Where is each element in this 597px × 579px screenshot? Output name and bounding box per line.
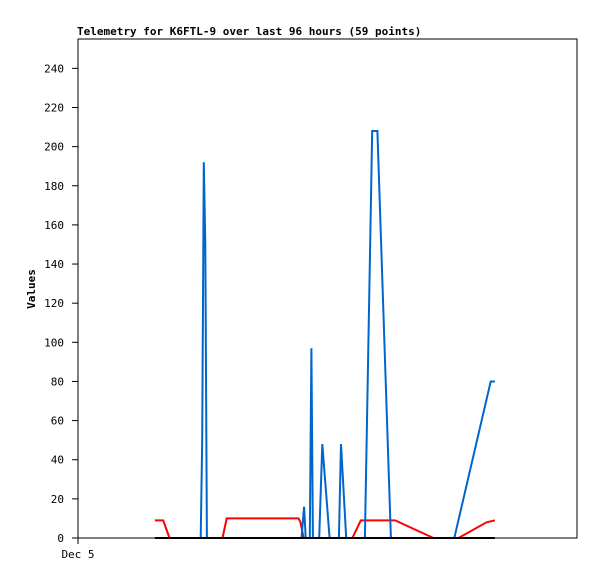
y-tick-label: 20 bbox=[51, 493, 64, 506]
chart-title: Telemetry for K6FTL-9 over last 96 hours… bbox=[77, 25, 421, 38]
y-tick-label: 60 bbox=[51, 415, 64, 428]
x-tick-label: Dec 5 bbox=[61, 548, 94, 561]
y-tick-label: 160 bbox=[44, 219, 64, 232]
y-tick-label: 100 bbox=[44, 336, 64, 349]
x-axis: Dec 5 bbox=[61, 538, 95, 561]
y-axis: 0 20 40 60 80 100 120 140 160 180 200 220 240 bbox=[44, 62, 78, 545]
y-tick-label: 120 bbox=[44, 297, 64, 310]
series-layer bbox=[154, 130, 496, 539]
y-tick-label: 240 bbox=[44, 62, 64, 75]
plot-area bbox=[77, 38, 578, 539]
y-tick-label: 140 bbox=[44, 258, 64, 271]
y-tick-label: 80 bbox=[51, 375, 64, 388]
y-tick-label: 0 bbox=[57, 532, 64, 545]
y-tick-label: 200 bbox=[44, 141, 64, 154]
y-tick-label: 220 bbox=[44, 101, 64, 114]
y-tick-label: 180 bbox=[44, 180, 64, 193]
y-axis-label: Values bbox=[25, 269, 38, 309]
y-tick-label: 40 bbox=[51, 454, 64, 467]
